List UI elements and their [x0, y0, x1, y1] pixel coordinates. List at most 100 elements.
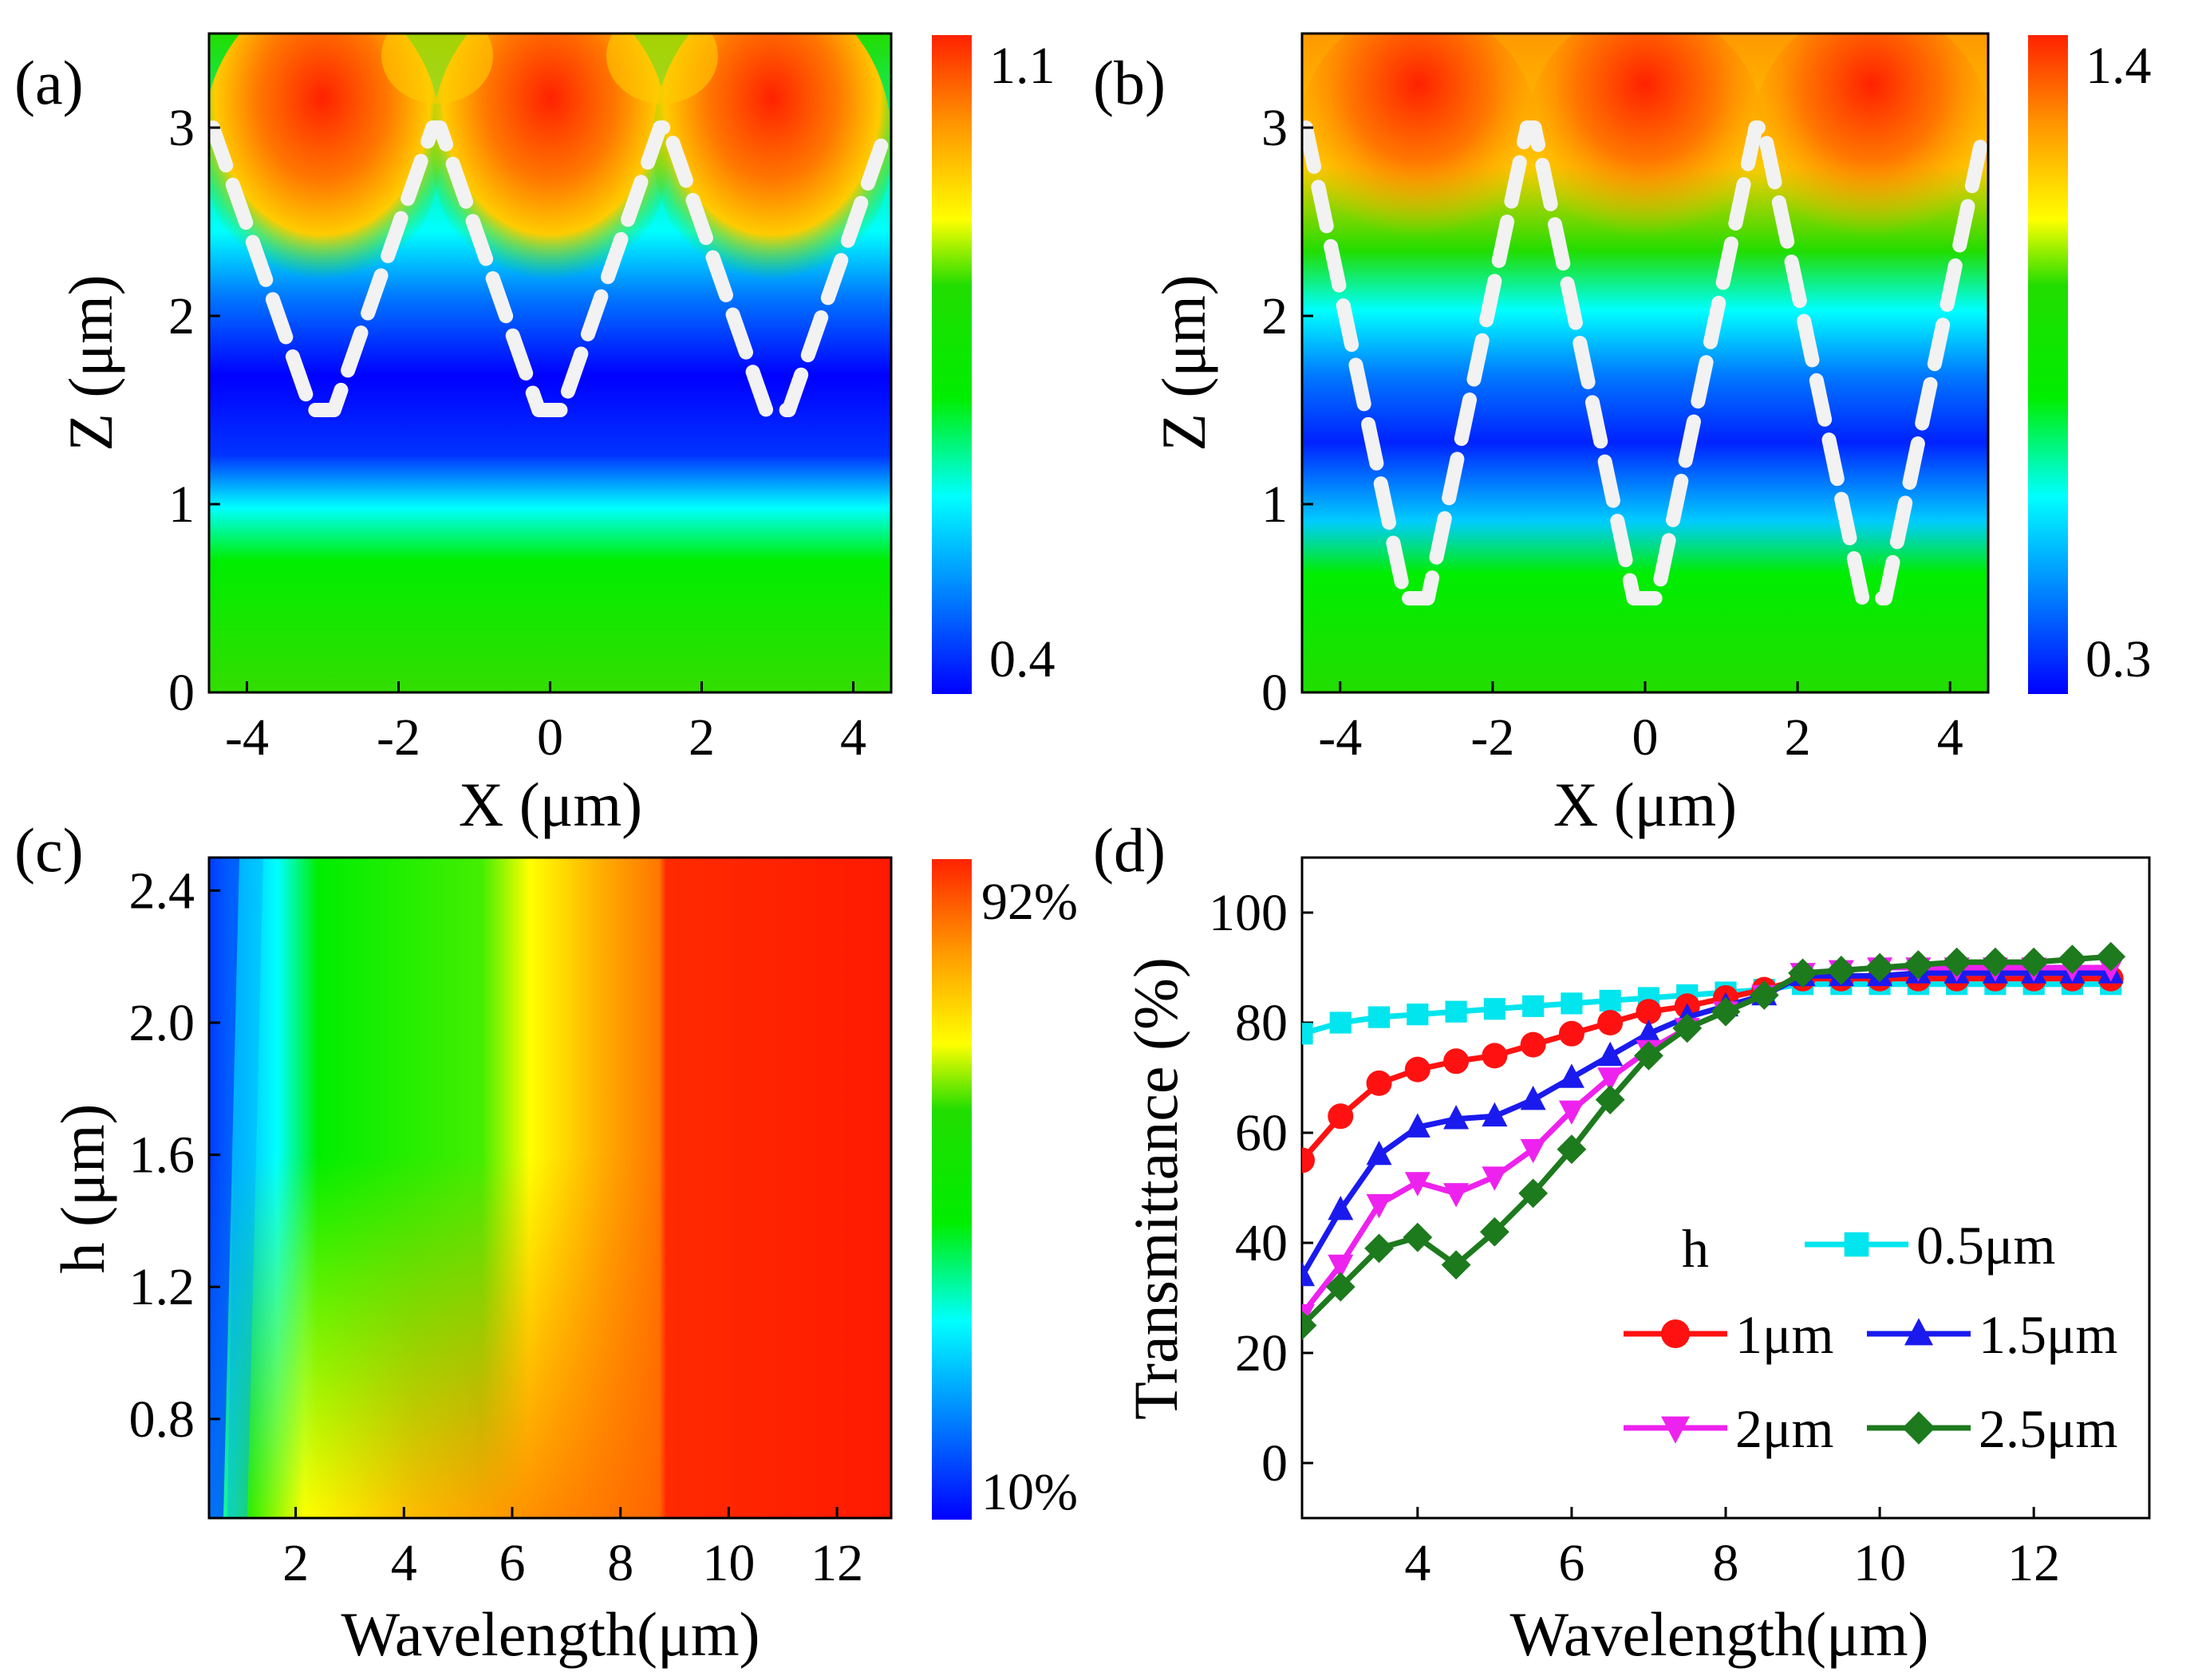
- x-tick-label: 4: [840, 708, 866, 767]
- panel-label-a: (a): [14, 48, 84, 117]
- data-point: [1520, 1031, 1546, 1058]
- data-point: [1302, 1147, 1315, 1173]
- x-tick-label: -4: [225, 708, 269, 767]
- data-point: [1407, 1004, 1429, 1026]
- legend-entry: 2μm: [1624, 1398, 1833, 1459]
- data-point: [1366, 1070, 1392, 1096]
- x-tick-label: 4: [1937, 708, 1963, 767]
- legend-label: 0.5μm: [1916, 1215, 2055, 1276]
- data-point: [1443, 1048, 1470, 1075]
- x-axis-title-d: Wavelength(μm): [1509, 1599, 1928, 1669]
- data-point: [1302, 1261, 1315, 1287]
- x-axis-title-b: X (μm): [1553, 770, 1737, 839]
- x-tick-label: 8: [1713, 1534, 1739, 1592]
- x-axis-title-c: Wavelength(μm): [341, 1599, 760, 1669]
- data-point: [1558, 1100, 1584, 1125]
- y-tick-label: 0: [1261, 1434, 1288, 1493]
- y-tick-label: 20: [1235, 1324, 1288, 1382]
- data-point: [2058, 945, 2087, 975]
- data-point: [1636, 999, 1662, 1025]
- data-point: [1557, 1134, 1587, 1165]
- colorbar-min-b: 0.3: [2086, 630, 2152, 688]
- x-tick-label: 0: [1632, 708, 1659, 767]
- data-point: [1597, 1067, 1624, 1092]
- legend-entry: 2.5μm: [1867, 1398, 2117, 1459]
- colorbar-min-c: 10%: [981, 1463, 1078, 1521]
- data-point: [1329, 1012, 1352, 1034]
- data-point: [1364, 1233, 1394, 1264]
- data-point: [1483, 998, 1505, 1020]
- x-tick-label: 10: [1853, 1534, 1906, 1592]
- legend-label: 2μm: [1735, 1398, 1833, 1459]
- data-point: [1711, 996, 1741, 1027]
- legend-label: 1.5μm: [1979, 1304, 2117, 1365]
- data-point: [1599, 989, 1621, 1012]
- data-point: [2018, 947, 2049, 977]
- x-tick-label: 6: [499, 1534, 526, 1592]
- y-tick-label: 80: [1235, 994, 1288, 1052]
- y-tick-label: 0.8: [129, 1390, 195, 1449]
- data-point: [1482, 1102, 1508, 1127]
- data-point: [1328, 1254, 1354, 1280]
- data-point: [1661, 1416, 1690, 1444]
- legend-label: 2.5μm: [1979, 1398, 2117, 1459]
- plot-area-d: [1302, 941, 2126, 1340]
- data-point: [1302, 1311, 1317, 1340]
- data-point: [1749, 980, 1779, 1010]
- x-tick-label: 12: [811, 1534, 863, 1592]
- colorbar-max-b: 1.4: [2086, 37, 2152, 95]
- x-tick-label: 4: [391, 1534, 417, 1592]
- y-axis-title-c: h (μm): [48, 1104, 117, 1274]
- y-axis-title-b: Z (μm): [1149, 274, 1218, 452]
- data-point: [1518, 1178, 1549, 1209]
- legend-entry: 1.5μm: [1867, 1304, 2117, 1365]
- colorbar-c: [932, 859, 972, 1520]
- data-point: [1443, 1105, 1470, 1130]
- data-point: [1366, 1141, 1392, 1165]
- data-point: [1366, 1193, 1392, 1219]
- series-line: [1302, 976, 2111, 1162]
- colorbar-max-c: 92%: [981, 873, 1078, 931]
- data-point: [1902, 1411, 1936, 1445]
- y-tick-label: 40: [1235, 1214, 1288, 1272]
- panel-label-b: (b): [1093, 48, 1166, 117]
- data-point: [1788, 958, 1817, 988]
- data-point: [1404, 1113, 1430, 1138]
- data-point: [1482, 1043, 1508, 1069]
- x-tick-label: -4: [1318, 708, 1362, 767]
- data-point: [1826, 956, 1857, 985]
- heatmap-b: [1302, 34, 1988, 692]
- panel-label-c: (c): [14, 815, 84, 885]
- colorbar-a: [932, 35, 972, 694]
- y-tick-label: 2.0: [129, 994, 195, 1052]
- groove-outline-b: [1302, 120, 1988, 605]
- x-tick-label: 10: [702, 1534, 755, 1592]
- data-point: [1636, 1019, 1662, 1044]
- data-point: [1558, 1063, 1584, 1088]
- panel-d: (d) 4 6 8 10 12 0 20 40 60 80 100 h 0.5μm 1μm 1.5μm 2…: [1093, 815, 2151, 1669]
- legend-title: h: [1682, 1218, 1709, 1279]
- groove-outline-a: [209, 120, 891, 417]
- data-point: [1634, 1041, 1663, 1071]
- series-line: [1302, 953, 2111, 1327]
- x-tick-label: 2: [1785, 708, 1811, 767]
- data-point: [1441, 1250, 1471, 1280]
- data-point: [1520, 1086, 1546, 1110]
- heatmap-a: [209, 34, 891, 692]
- legend-d: h 0.5μm 1μm 1.5μm 2μm 2.5μm: [1624, 1215, 2117, 1459]
- y-tick-label: 100: [1209, 884, 1288, 942]
- series-2.5μm: [1302, 941, 2126, 1340]
- data-point: [1479, 1217, 1509, 1247]
- data-point: [1661, 1319, 1690, 1348]
- panel-a: (a) -4 -2 0 2 4 0 1 2 3 X (μm) Z (μm) 1.1 0.4: [14, 32, 1056, 839]
- y-tick-label: 1.2: [129, 1258, 195, 1316]
- data-point: [1302, 1303, 1315, 1329]
- series-line: [1302, 981, 2111, 1037]
- data-point: [1558, 1020, 1584, 1047]
- data-point: [1325, 1272, 1355, 1302]
- x-tick-label: 12: [2007, 1534, 2060, 1592]
- data-point: [1404, 1056, 1430, 1083]
- y-tick-label: 1: [168, 475, 195, 534]
- data-point: [1561, 992, 1583, 1015]
